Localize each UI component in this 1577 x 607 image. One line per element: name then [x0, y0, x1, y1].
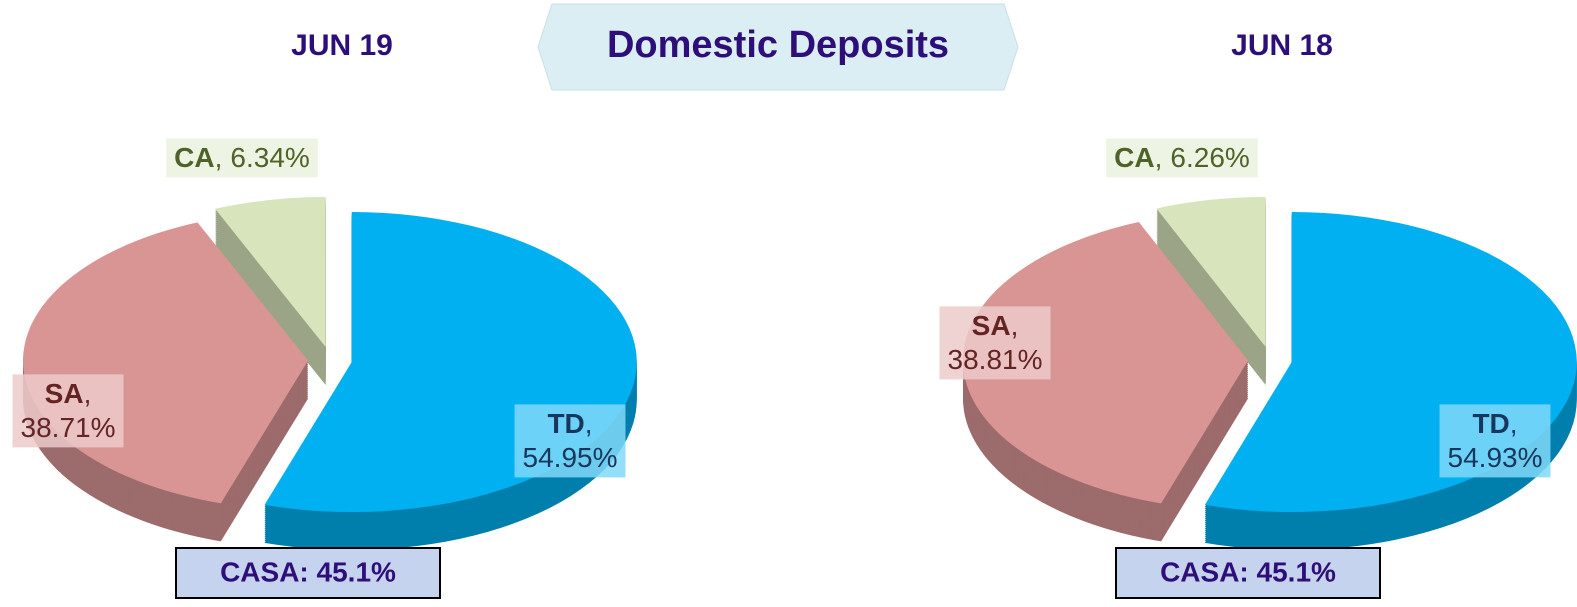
label-separator: , — [585, 408, 593, 439]
pie-slice — [215, 197, 326, 348]
label-value: 6.34% — [230, 142, 309, 173]
label-background — [939, 306, 1051, 380]
label-background — [1439, 404, 1551, 478]
annotation-box — [175, 547, 441, 599]
label-value: 38.81% — [948, 344, 1043, 375]
data-label: CA, 6.34% — [174, 142, 310, 173]
label-category: TD — [547, 408, 584, 439]
pie-slice — [963, 222, 1249, 504]
label-background — [514, 404, 626, 478]
label-category: CA — [1114, 142, 1154, 173]
label-category: CA — [174, 142, 214, 173]
label-separator: , — [1155, 142, 1163, 173]
label-value: 38.71% — [21, 412, 116, 443]
data-label: CA, 6.26% — [1114, 142, 1250, 173]
data-label: SA, 38.71% — [21, 378, 116, 443]
label-separator: , — [215, 142, 223, 173]
pie-slice — [1156, 197, 1266, 348]
annotation-box — [1115, 547, 1381, 599]
label-separator: , — [1510, 408, 1518, 439]
data-label: SA, 38.81% — [948, 310, 1043, 375]
label-value: 6.26% — [1170, 142, 1249, 173]
label-background — [12, 374, 124, 448]
label-category: SA — [45, 378, 84, 409]
label-category: SA — [972, 310, 1011, 341]
label-separator: , — [1011, 310, 1019, 341]
pie-title: JUN 18 — [1231, 29, 1333, 62]
page-title: Domestic Deposits — [607, 24, 949, 66]
title-banner — [537, 3, 1019, 91]
label-separator: , — [84, 378, 92, 409]
annotation: CASA: 45.1% — [1160, 556, 1336, 587]
pie-title: JUN 19 — [291, 29, 393, 62]
annotation: CASA: 45.1% — [220, 556, 396, 587]
label-value: 54.93% — [1448, 442, 1543, 473]
label-value: 54.95% — [523, 442, 618, 473]
label-background — [1106, 138, 1258, 178]
data-label: TD, 54.95% — [523, 408, 618, 473]
label-background — [166, 138, 318, 178]
data-label: TD, 54.93% — [1448, 408, 1543, 473]
label-category: TD — [1472, 408, 1509, 439]
